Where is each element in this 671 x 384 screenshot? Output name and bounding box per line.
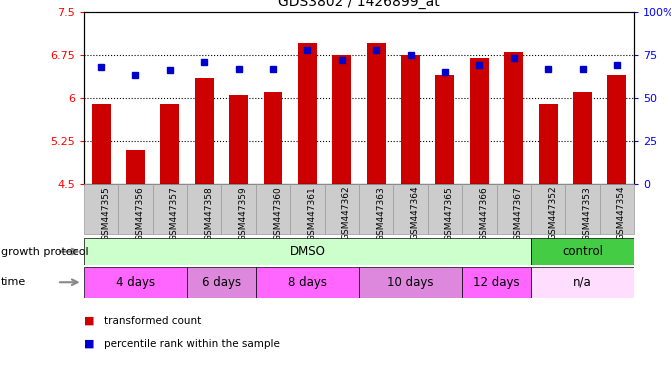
Text: GSM447357: GSM447357 bbox=[170, 186, 179, 240]
Text: GSM447356: GSM447356 bbox=[136, 186, 144, 240]
Text: GSM447358: GSM447358 bbox=[204, 186, 213, 240]
FancyBboxPatch shape bbox=[325, 184, 359, 234]
Bar bbox=[229, 95, 248, 184]
Bar bbox=[298, 43, 317, 184]
Bar bbox=[92, 104, 111, 184]
Bar bbox=[607, 75, 626, 184]
FancyBboxPatch shape bbox=[290, 184, 325, 234]
Bar bbox=[126, 150, 145, 184]
FancyBboxPatch shape bbox=[359, 184, 393, 234]
Text: 12 days: 12 days bbox=[473, 276, 520, 289]
Text: transformed count: transformed count bbox=[104, 316, 201, 326]
Text: 6 days: 6 days bbox=[202, 276, 241, 289]
Bar bbox=[573, 92, 592, 184]
Text: GSM447360: GSM447360 bbox=[273, 186, 282, 240]
FancyBboxPatch shape bbox=[187, 267, 256, 298]
Text: GSM447359: GSM447359 bbox=[239, 186, 248, 240]
Text: GSM447365: GSM447365 bbox=[445, 186, 454, 240]
Text: GSM447361: GSM447361 bbox=[307, 186, 317, 240]
Text: 10 days: 10 days bbox=[387, 276, 434, 289]
FancyBboxPatch shape bbox=[462, 184, 497, 234]
Text: n/a: n/a bbox=[573, 276, 592, 289]
FancyBboxPatch shape bbox=[427, 184, 462, 234]
FancyBboxPatch shape bbox=[84, 267, 187, 298]
FancyBboxPatch shape bbox=[497, 184, 531, 234]
FancyBboxPatch shape bbox=[600, 184, 634, 234]
Text: GSM447367: GSM447367 bbox=[514, 186, 523, 240]
Text: 8 days: 8 days bbox=[288, 276, 327, 289]
Text: GSM447353: GSM447353 bbox=[582, 186, 592, 240]
Bar bbox=[160, 104, 179, 184]
Bar bbox=[332, 55, 351, 184]
FancyBboxPatch shape bbox=[462, 267, 531, 298]
Bar bbox=[505, 52, 523, 184]
Text: ■: ■ bbox=[84, 339, 95, 349]
Bar bbox=[470, 58, 488, 184]
FancyBboxPatch shape bbox=[531, 238, 634, 265]
FancyBboxPatch shape bbox=[256, 184, 290, 234]
FancyBboxPatch shape bbox=[359, 267, 462, 298]
FancyBboxPatch shape bbox=[531, 267, 634, 298]
FancyBboxPatch shape bbox=[221, 184, 256, 234]
Bar bbox=[264, 92, 282, 184]
Text: GSM447366: GSM447366 bbox=[479, 186, 488, 240]
FancyBboxPatch shape bbox=[256, 267, 359, 298]
Text: control: control bbox=[562, 245, 603, 258]
Text: DMSO: DMSO bbox=[289, 245, 325, 258]
FancyBboxPatch shape bbox=[152, 184, 187, 234]
FancyBboxPatch shape bbox=[84, 184, 118, 234]
Bar bbox=[435, 75, 454, 184]
Text: GSM447354: GSM447354 bbox=[617, 186, 626, 240]
Text: GSM447352: GSM447352 bbox=[548, 186, 557, 240]
Bar bbox=[401, 55, 420, 184]
FancyBboxPatch shape bbox=[393, 184, 427, 234]
Bar bbox=[539, 104, 558, 184]
FancyBboxPatch shape bbox=[565, 184, 600, 234]
Bar bbox=[367, 43, 386, 184]
Text: time: time bbox=[1, 277, 26, 287]
Text: GSM447362: GSM447362 bbox=[342, 186, 351, 240]
Bar bbox=[195, 78, 213, 184]
Text: GSM447355: GSM447355 bbox=[101, 186, 110, 240]
Text: percentile rank within the sample: percentile rank within the sample bbox=[104, 339, 280, 349]
Text: GSM447363: GSM447363 bbox=[376, 186, 385, 240]
FancyBboxPatch shape bbox=[531, 184, 565, 234]
Text: GSM447364: GSM447364 bbox=[411, 186, 419, 240]
Title: GDS3802 / 1426899_at: GDS3802 / 1426899_at bbox=[278, 0, 440, 9]
Text: ■: ■ bbox=[84, 316, 95, 326]
Text: 4 days: 4 days bbox=[116, 276, 155, 289]
Text: growth protocol: growth protocol bbox=[1, 247, 89, 257]
FancyBboxPatch shape bbox=[187, 184, 221, 234]
FancyBboxPatch shape bbox=[84, 238, 531, 265]
FancyBboxPatch shape bbox=[118, 184, 152, 234]
